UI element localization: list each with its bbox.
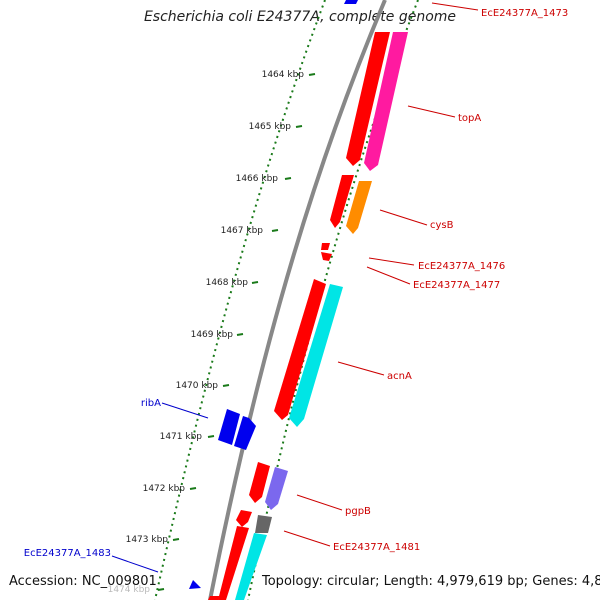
gene-ece24377a-1481-lower-cds[interactable] bbox=[218, 526, 249, 600]
topology-text: Topology: circular; Length: 4,979,619 bp… bbox=[262, 574, 600, 589]
tick-mark bbox=[189, 487, 197, 490]
forward-genes bbox=[208, 0, 408, 600]
tick-mark bbox=[308, 73, 316, 76]
tick-mark bbox=[157, 588, 165, 591]
gene-label[interactable]: EcE24377A_1483 bbox=[24, 548, 111, 559]
gene-label[interactable]: EcE24377A_1477 bbox=[413, 280, 500, 291]
tick-label: 1464 kbp bbox=[262, 70, 305, 80]
tick-mark bbox=[271, 229, 279, 232]
leader-line bbox=[161, 402, 209, 419]
gene-acna-cds[interactable] bbox=[274, 279, 326, 420]
gene-riba-cds[interactable] bbox=[218, 409, 240, 445]
leader-line bbox=[111, 555, 159, 573]
gene-label[interactable]: pgpB bbox=[345, 506, 371, 517]
leader-line bbox=[368, 257, 415, 266]
tick-label: 1466 kbp bbox=[236, 174, 279, 184]
reverse-genes bbox=[189, 409, 256, 589]
tick-label: 1467 kbp bbox=[221, 226, 264, 236]
leader-line bbox=[431, 2, 479, 11]
tick-label: 1470 kbp bbox=[176, 381, 219, 391]
gene-pgpb-feature[interactable] bbox=[265, 467, 288, 510]
label-leaders bbox=[111, 2, 479, 573]
leader-line bbox=[366, 266, 411, 285]
gene-cysb-cds[interactable] bbox=[330, 175, 354, 228]
gene-label-group: EcE24377A_1473 topA cysB EcE24377A_1476 … bbox=[24, 8, 569, 559]
leader-line bbox=[407, 105, 456, 118]
tick-label: 1474 kbp bbox=[108, 585, 151, 595]
gene-label[interactable]: acnA bbox=[387, 371, 412, 382]
gene-label[interactable]: topA bbox=[458, 113, 481, 124]
gene-ece24377a-1477-cds[interactable] bbox=[321, 252, 332, 261]
tick-label: 1471 kbp bbox=[160, 432, 203, 442]
leader-line bbox=[296, 494, 343, 511]
tick-labels: 1464 kbp 1465 kbp 1466 kbp 1467 kbp 1468… bbox=[108, 70, 305, 595]
tick-mark bbox=[236, 333, 244, 336]
tick-mark bbox=[222, 384, 230, 387]
gene-topa-cds[interactable] bbox=[346, 32, 390, 166]
gene-bottom-cds[interactable] bbox=[208, 596, 221, 600]
gene-label[interactable]: EcE24377A_1476 bbox=[418, 261, 505, 272]
tick-label: 1469 kbp bbox=[191, 330, 234, 340]
genome-backbone bbox=[208, 0, 387, 600]
tick-mark bbox=[172, 538, 180, 541]
gene-pgpb-cds[interactable] bbox=[249, 462, 270, 503]
tick-mark bbox=[295, 125, 303, 128]
gene-acna-feature[interactable] bbox=[289, 284, 343, 427]
tick-label: 1473 kbp bbox=[126, 535, 169, 545]
gene-topa-feature[interactable] bbox=[364, 32, 408, 171]
accession-text: Accession: NC_009801 bbox=[9, 574, 157, 589]
tick-mark bbox=[251, 281, 259, 284]
gene-ece24377a-1473-feature[interactable] bbox=[344, 0, 358, 4]
tick-label: 1465 kbp bbox=[249, 122, 292, 132]
gene-ece24377a-1483-feature[interactable] bbox=[189, 580, 201, 589]
gene-ece24377a-1481-cds[interactable] bbox=[236, 510, 252, 527]
gene-riba-feature[interactable] bbox=[234, 416, 256, 450]
gene-ece24377a-1476-cds[interactable] bbox=[321, 243, 330, 250]
inner-tick-ring bbox=[154, 0, 326, 600]
gene-ece24377a-1481-lower-feature[interactable] bbox=[235, 533, 267, 600]
leader-line bbox=[283, 530, 331, 547]
gene-cysb-feature[interactable] bbox=[346, 181, 372, 234]
tick-mark bbox=[284, 177, 292, 180]
tick-label: 1468 kbp bbox=[206, 278, 249, 288]
tick-label: 1472 kbp bbox=[143, 484, 186, 494]
gene-label[interactable]: EcE24377A_1481 bbox=[333, 542, 420, 553]
gene-label[interactable]: ribA bbox=[141, 398, 161, 409]
major-ticks bbox=[157, 73, 316, 591]
gene-ece24377a-1481-feature[interactable] bbox=[255, 515, 272, 533]
leader-line bbox=[379, 209, 428, 226]
gene-label[interactable]: cysB bbox=[430, 220, 454, 231]
gene-label[interactable]: EcE24377A_1473 bbox=[481, 8, 568, 19]
leader-line bbox=[337, 361, 385, 376]
tick-mark bbox=[207, 435, 215, 438]
